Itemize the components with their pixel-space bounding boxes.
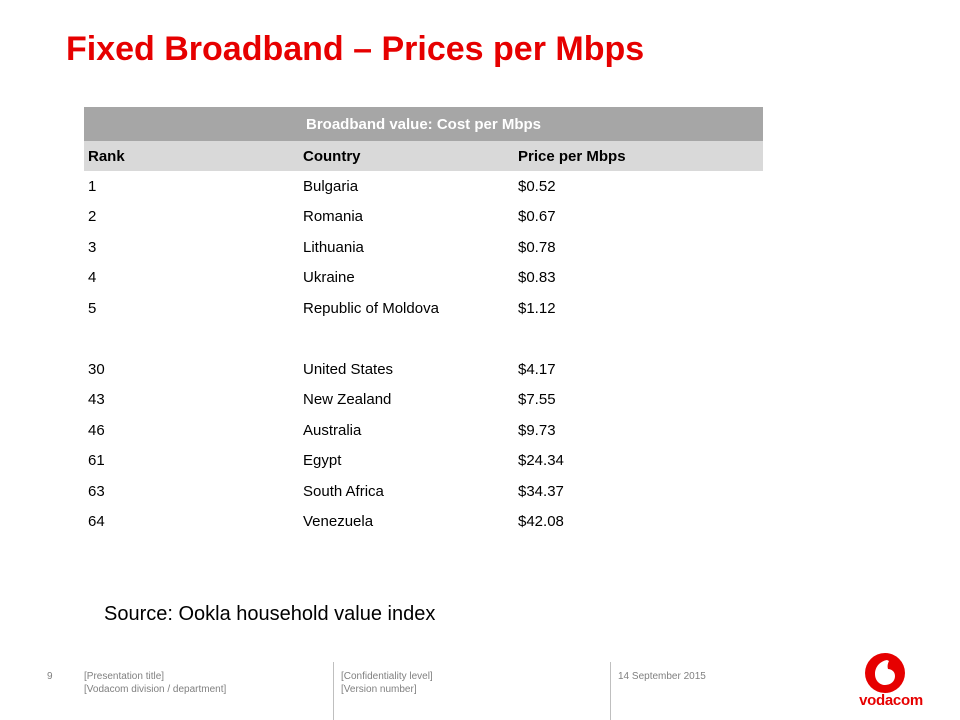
source-note: Source: Ookla household value index: [104, 603, 436, 625]
rank-cell: 30: [88, 360, 105, 378]
country-cell: United States: [303, 360, 394, 378]
country-cell: Australia: [303, 421, 362, 439]
table-row: 1 Bulgaria $0.52: [84, 171, 763, 202]
rank-cell: 5: [88, 299, 97, 317]
column-header-price: Price per Mbps: [514, 141, 763, 171]
country-cell: South Africa: [303, 482, 384, 500]
table-row: 5 Republic of Moldova $1.12: [84, 293, 763, 324]
slide-title: Fixed Broadband – Prices per Mbps: [66, 30, 645, 68]
price-table-container: Broadband value: Cost per Mbps Rank Coun…: [84, 107, 763, 537]
country-cell: [299, 324, 514, 355]
price-cell: [514, 324, 763, 355]
country-cell: Ukraine: [303, 269, 355, 287]
vodacom-logo: vodacom: [851, 652, 931, 712]
price-cell: $0.52: [518, 177, 556, 195]
rank-cell: 63: [88, 482, 105, 500]
rank-cell: [84, 324, 299, 355]
table-row: 3 Lithuania $0.78: [84, 232, 763, 263]
price-cell: $24.34: [518, 452, 564, 470]
table-header-row: Rank Country Price per Mbps: [84, 141, 763, 171]
table-caption: Broadband value: Cost per Mbps: [84, 107, 763, 141]
vodafone-speechmark-icon: [865, 653, 905, 693]
price-cell: $4.17: [518, 360, 556, 378]
footer-presentation-info: [Presentation title] [Vodacom division /…: [84, 670, 226, 696]
footer-date: 14 September 2015: [618, 671, 706, 682]
price-cell: $9.73: [518, 421, 556, 439]
footer-division: [Vodacom division / department]: [84, 684, 227, 695]
price-cell: $0.83: [518, 269, 556, 287]
country-cell: Venezuela: [303, 513, 374, 531]
footer-divider: [333, 662, 334, 720]
rank-cell: 1: [88, 177, 97, 195]
footer-divider: [610, 662, 611, 720]
price-cell: $34.37: [518, 482, 564, 500]
country-cell: Bulgaria: [303, 177, 359, 195]
table-row: 61 Egypt $24.34: [84, 446, 763, 477]
table-row-spacer: [84, 324, 763, 355]
country-cell: Republic of Moldova: [303, 299, 439, 317]
page-number: 9: [47, 671, 53, 682]
country-cell: Lithuania: [303, 238, 364, 256]
price-cell: $42.08: [518, 513, 564, 531]
table-row: 4 Ukraine $0.83: [84, 263, 763, 294]
footer-presentation-title: [Presentation title]: [84, 671, 165, 682]
footer-confidentiality-info: [Confidentiality level] [Version number]: [341, 670, 433, 696]
rank-cell: 46: [88, 421, 105, 439]
vodacom-wordmark: vodacom: [859, 692, 923, 709]
footer-version: [Version number]: [341, 684, 417, 695]
column-header-rank: Rank: [84, 141, 299, 171]
table-row: 2 Romania $0.67: [84, 202, 763, 233]
price-cell: $0.67: [518, 208, 556, 226]
price-cell: $7.55: [518, 391, 556, 409]
rank-cell: 64: [88, 513, 105, 531]
footer-confidentiality: [Confidentiality level]: [341, 671, 433, 682]
table-row: 46 Australia $9.73: [84, 415, 763, 446]
table-row: 43 New Zealand $7.55: [84, 385, 763, 416]
table-row: 63 South Africa $34.37: [84, 476, 763, 507]
price-cell: $0.78: [518, 238, 556, 256]
price-cell: $1.12: [518, 299, 556, 317]
table-row: 64 Venezuela $42.08: [84, 507, 763, 538]
rank-cell: 3: [88, 238, 97, 256]
table-row: 30 United States $4.17: [84, 354, 763, 385]
country-cell: New Zealand: [303, 391, 392, 409]
price-table: Broadband value: Cost per Mbps Rank Coun…: [84, 107, 763, 537]
rank-cell: 2: [88, 208, 97, 226]
rank-cell: 61: [88, 452, 105, 470]
country-cell: Egypt: [303, 452, 342, 470]
country-cell: Romania: [303, 208, 364, 226]
rank-cell: 43: [88, 391, 105, 409]
rank-cell: 4: [88, 269, 97, 287]
column-header-country: Country: [299, 141, 514, 171]
